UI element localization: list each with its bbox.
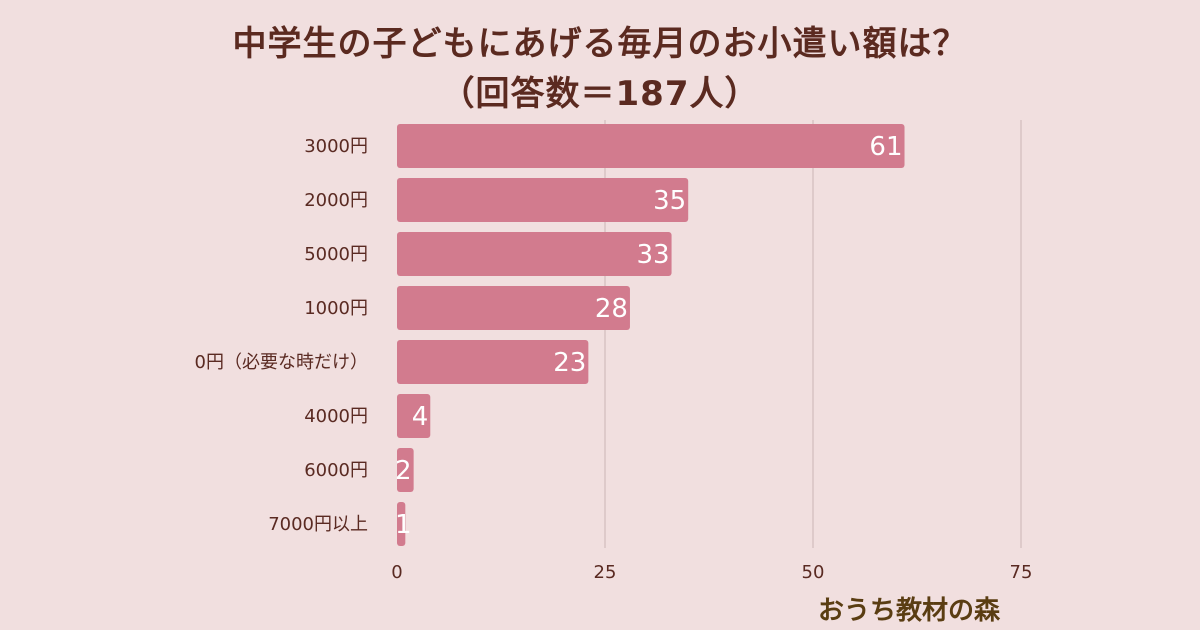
- category-label: 1000円: [304, 298, 368, 319]
- category-label: 2000円: [304, 190, 368, 211]
- category-label: 3000円: [304, 136, 368, 157]
- value-label: 23: [553, 348, 586, 378]
- category-label: 5000円: [304, 244, 368, 265]
- bar: [397, 232, 672, 276]
- bar: [397, 502, 406, 546]
- value-label: 4: [412, 402, 429, 432]
- x-tick-label: 0: [391, 562, 402, 583]
- bar: [397, 448, 414, 492]
- bar: [397, 286, 630, 330]
- value-label: 2: [395, 456, 412, 486]
- value-label: 33: [636, 240, 669, 270]
- category-label: 6000円: [304, 460, 368, 481]
- value-label: 61: [869, 132, 902, 162]
- category-label: 7000円以上: [268, 514, 368, 535]
- bar: [397, 178, 689, 222]
- bar: [397, 340, 589, 384]
- category-label: 0円（必要な時だけ）: [195, 352, 368, 373]
- value-label: 28: [595, 294, 628, 324]
- x-tick-label: 25: [594, 562, 617, 583]
- category-label: 4000円: [304, 406, 368, 427]
- chart-subtitle: （回答数＝187人）: [440, 74, 760, 114]
- bar: [397, 394, 431, 438]
- bar: [397, 124, 905, 168]
- brand-logo-text: おうち教材の森: [817, 596, 1000, 626]
- x-tick-label: 50: [802, 562, 825, 583]
- x-tick-label: 75: [1010, 562, 1033, 583]
- value-label: 35: [653, 186, 686, 216]
- value-label: 1: [395, 510, 412, 540]
- chart-title: 中学生の子どもにあげる毎月のお小遣い額は？: [232, 24, 968, 64]
